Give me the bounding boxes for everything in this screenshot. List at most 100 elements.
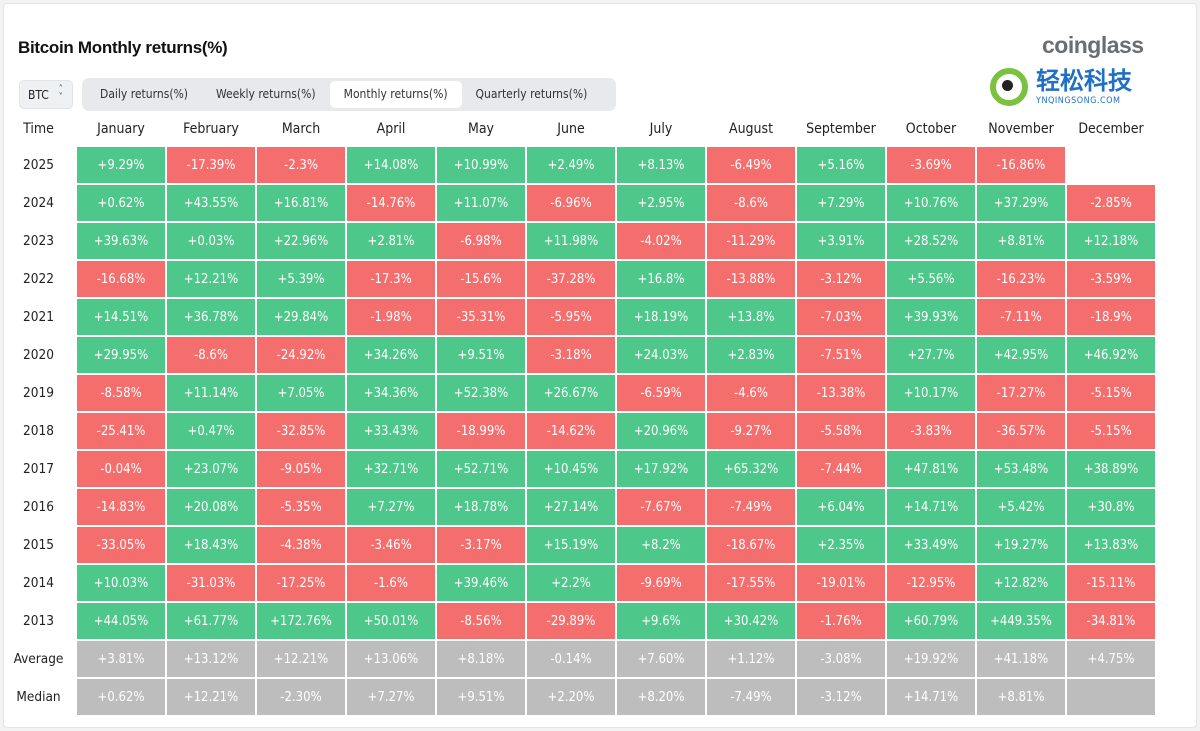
row-label: 2025 — [23, 157, 54, 173]
return-cell: -8.6% — [707, 185, 795, 221]
return-cell: -5.95% — [527, 299, 615, 335]
row-label: 2015 — [23, 537, 54, 553]
return-cell: -14.83% — [77, 489, 165, 525]
tab-daily[interactable]: Daily returns(%) — [100, 87, 189, 101]
tab-weekly[interactable]: Weekly returns(%) — [216, 87, 316, 101]
table-row: 2016 -14.83% +20.08% -5.35% +7.27% +18.78% +27… — [2, 489, 1155, 525]
watermark-text: 轻松科技 — [1036, 67, 1132, 95]
return-cell: -6.98% — [437, 223, 525, 259]
return-cell: +46.92% — [1067, 337, 1155, 373]
return-cell: +61.77% — [167, 603, 255, 639]
return-cell: +9.29% — [77, 147, 165, 183]
return-cell: +12.21% — [257, 641, 345, 677]
row-label: 2021 — [23, 309, 54, 325]
return-cell: +10.17% — [887, 375, 975, 411]
return-cell: +43.55% — [167, 185, 255, 221]
return-cell: +26.67% — [527, 375, 615, 411]
period-tabs: Daily returns(%) Weekly returns(%) Month… — [82, 78, 616, 111]
return-cell: +42.95% — [977, 337, 1065, 373]
tab-monthly[interactable]: Monthly returns(%) — [329, 81, 462, 108]
tab-quarterly[interactable]: Quarterly returns(%) — [475, 87, 588, 101]
return-cell: +0.62% — [77, 679, 165, 715]
asset-select[interactable]: BTC ˄ ˅ — [19, 80, 73, 109]
return-cell: +38.89% — [1067, 451, 1155, 487]
return-cell: +36.78% — [167, 299, 255, 335]
return-cell: +10.99% — [437, 147, 525, 183]
column-header: April — [376, 121, 406, 137]
return-cell: +5.16% — [797, 147, 885, 183]
asset-select-value: BTC — [28, 88, 49, 102]
column-header: January — [97, 121, 145, 137]
row-label: Median — [16, 689, 61, 705]
return-cell: -19.01% — [797, 565, 885, 601]
return-cell: -0.04% — [77, 451, 165, 487]
return-cell: -35.31% — [437, 299, 525, 335]
return-cell: -13.88% — [707, 261, 795, 297]
table-row: 2015 -33.05% +18.43% -4.38% -3.46% -3.17% +15.… — [2, 527, 1155, 563]
return-cell: +29.84% — [257, 299, 345, 335]
return-cell: +14.08% — [347, 147, 435, 183]
return-cell: -5.58% — [797, 413, 885, 449]
return-cell: +13.83% — [1067, 527, 1155, 563]
return-cell: -18.99% — [437, 413, 525, 449]
return-cell: +14.71% — [887, 679, 975, 715]
return-cell: +3.91% — [797, 223, 885, 259]
return-cell: +2.20% — [527, 679, 615, 715]
return-cell: -3.12% — [797, 261, 885, 297]
return-cell: +8.81% — [977, 223, 1065, 259]
return-cell: +10.76% — [887, 185, 975, 221]
return-cell: +13.8% — [707, 299, 795, 335]
return-cell — [1067, 679, 1155, 715]
return-cell: -14.62% — [527, 413, 615, 449]
return-cell: +14.71% — [887, 489, 975, 525]
return-cell: +24.03% — [617, 337, 705, 373]
coinglass-logo: coinglass — [1042, 32, 1144, 58]
table-row: 2020 +29.95% -8.6% -24.92% +34.26% +9.51% -3.1… — [2, 337, 1155, 373]
return-cell: -32.85% — [257, 413, 345, 449]
return-cell: +7.60% — [617, 641, 705, 677]
return-cell: -4.02% — [617, 223, 705, 259]
return-cell: +6.04% — [797, 489, 885, 525]
return-cell: +52.71% — [437, 451, 525, 487]
return-cell: +18.19% — [617, 299, 705, 335]
return-cell: +1.12% — [707, 641, 795, 677]
return-cell: +9.6% — [617, 603, 705, 639]
return-cell: -3.18% — [527, 337, 615, 373]
return-cell: +30.8% — [1067, 489, 1155, 525]
return-cell: +8.20% — [617, 679, 705, 715]
return-cell: -16.68% — [77, 261, 165, 297]
return-cell: +34.26% — [347, 337, 435, 373]
column-header: September — [806, 121, 876, 137]
return-cell: -29.89% — [527, 603, 615, 639]
return-cell: +44.05% — [77, 603, 165, 639]
return-cell: +2.49% — [527, 147, 615, 183]
page-title: Bitcoin Monthly returns(%) — [18, 38, 228, 57]
return-cell: +32.71% — [347, 451, 435, 487]
column-header: February — [183, 121, 239, 137]
column-header: July — [649, 121, 673, 137]
return-cell: -12.95% — [887, 565, 975, 601]
stat-row: Average +3.81% +13.12% +12.21% +13.06% +8.18%… — [2, 641, 1155, 677]
return-cell: +28.52% — [887, 223, 975, 259]
return-cell: +39.93% — [887, 299, 975, 335]
row-label: 2024 — [23, 195, 54, 211]
return-cell: -2.85% — [1067, 185, 1155, 221]
return-cell: -14.76% — [347, 185, 435, 221]
return-cell: +50.01% — [347, 603, 435, 639]
column-header: June — [557, 121, 585, 137]
return-cell: -15.6% — [437, 261, 525, 297]
table-header-row: Time January February March April May June July… — [2, 113, 1155, 145]
return-cell: +18.43% — [167, 527, 255, 563]
column-header: August — [728, 121, 774, 137]
return-cell: -13.38% — [797, 375, 885, 411]
return-cell: +2.2% — [527, 565, 615, 601]
return-cell: +7.29% — [797, 185, 885, 221]
return-cell: +5.56% — [887, 261, 975, 297]
return-cell: +52.38% — [437, 375, 525, 411]
return-cell: -18.67% — [707, 527, 795, 563]
return-cell: +11.98% — [527, 223, 615, 259]
row-label: 2014 — [23, 575, 54, 591]
return-cell: +5.39% — [257, 261, 345, 297]
return-cell: -25.41% — [77, 413, 165, 449]
return-cell: -1.98% — [347, 299, 435, 335]
